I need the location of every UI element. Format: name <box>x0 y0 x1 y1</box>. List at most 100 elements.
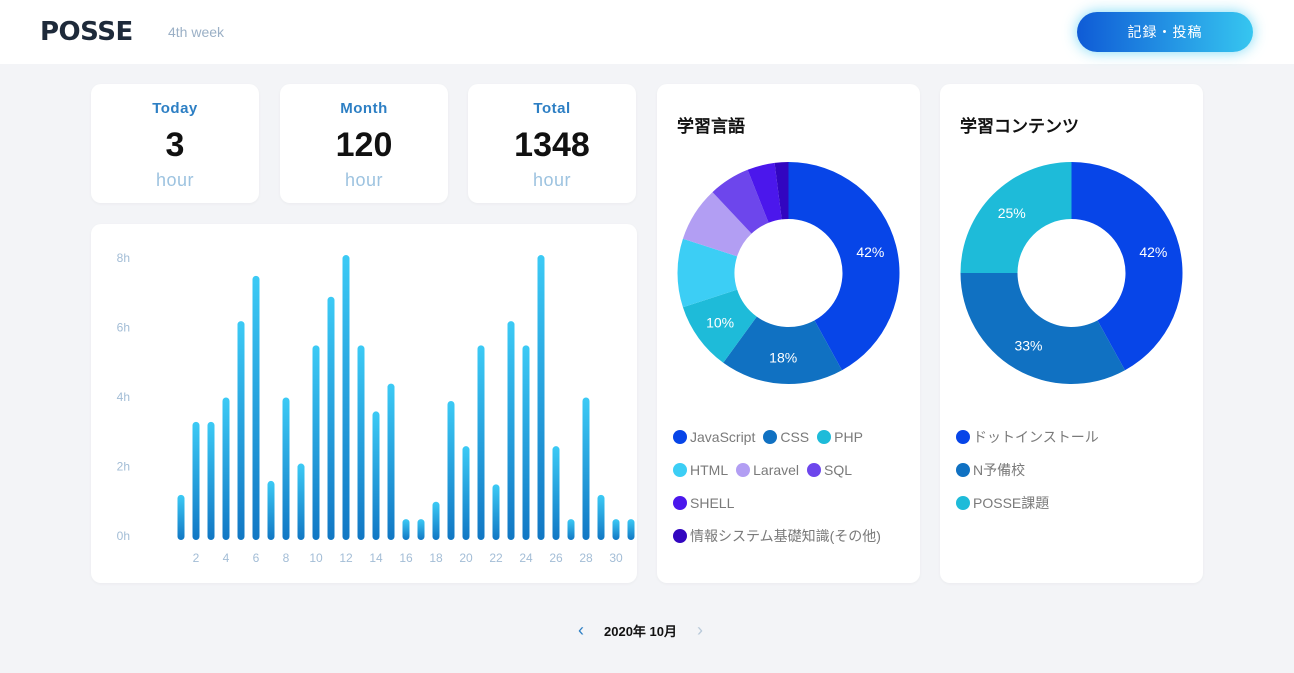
chart-bar <box>402 519 410 540</box>
y-tick-label: 8h <box>117 251 130 265</box>
month-navigation: ‹ 2020年 10月 › <box>578 620 703 641</box>
header: POSSE 4th week 記録・投稿 <box>0 0 1294 64</box>
chart-bar <box>462 446 470 540</box>
x-tick-label: 6 <box>253 551 260 565</box>
chart-bar <box>282 397 290 540</box>
chart-bar <box>582 397 590 540</box>
languages-title: 学習言語 <box>677 117 745 136</box>
chart-bar <box>447 401 455 540</box>
stat-card-total: Total 1348 hour <box>468 84 636 203</box>
x-tick-label: 18 <box>429 551 443 565</box>
legend-item: HTML <box>673 453 728 486</box>
chart-bar <box>297 463 305 540</box>
next-month-icon[interactable]: › <box>697 620 703 640</box>
legend-label: N予備校 <box>973 461 1026 478</box>
legend-label: POSSE課題 <box>973 494 1050 511</box>
stat-card-month: Month 120 hour <box>280 84 448 203</box>
donut-slice <box>712 169 769 234</box>
stat-card-today: Today 3 hour <box>91 84 259 203</box>
legend-item: JavaScript <box>673 420 755 453</box>
contents-legend: ドットインストール N予備校 POSSE課題 <box>956 420 1196 519</box>
chart-bar <box>312 345 320 540</box>
legend-label: PHP <box>834 428 863 445</box>
legend-item: POSSE課題 <box>956 486 1188 519</box>
legend-dot-icon <box>673 462 687 477</box>
x-tick-label: 20 <box>459 551 473 565</box>
slice-percent-label: 42% <box>856 244 884 260</box>
donut-slice <box>677 238 738 308</box>
legend-label: CSS <box>780 428 810 445</box>
x-tick-label: 30 <box>609 551 623 565</box>
chart-bar <box>357 345 365 540</box>
chart-bar <box>537 255 545 541</box>
chart-bar <box>207 421 215 540</box>
stat-label: Month <box>340 100 388 117</box>
y-tick-label: 2h <box>117 460 130 474</box>
legend-dot-icon <box>736 462 751 477</box>
legend-label: SQL <box>824 461 853 478</box>
stat-value: 1348 <box>514 126 590 164</box>
x-tick-label: 26 <box>549 551 563 565</box>
donut-slice <box>1071 162 1183 371</box>
contents-title: 学習コンテンツ <box>960 117 1079 136</box>
stat-value: 120 <box>335 126 393 164</box>
donut-slice <box>788 162 900 371</box>
x-tick-label: 14 <box>369 551 383 565</box>
stat-value: 3 <box>165 126 185 164</box>
legend-item: Laravel <box>736 453 799 486</box>
x-tick-label: 10 <box>309 551 323 565</box>
posse-logo[interactable]: POSSE <box>40 17 133 47</box>
chart-bar <box>477 345 485 540</box>
languages-legend: JavaScript CSS PHP HTML Laravel SQL SHELL 情報システ… <box>673 420 913 552</box>
x-tick-label: 8 <box>283 551 290 565</box>
x-tick-label: 12 <box>339 551 353 565</box>
chart-bar <box>507 321 515 540</box>
chart-bar <box>627 519 635 540</box>
legend-item: PHP <box>817 420 863 453</box>
legend-item: CSS <box>763 420 809 453</box>
legend-dot-icon <box>817 429 832 444</box>
x-tick-label: 28 <box>579 551 593 565</box>
chart-bar <box>177 494 185 540</box>
chart-bar <box>567 519 575 540</box>
stat-label: Today <box>152 100 198 117</box>
chart-bar <box>252 275 260 540</box>
x-tick-label: 2 <box>193 551 200 565</box>
languages-card: 学習言語 42% 18% 10% JavaScript CSS PHP HTML Larav… <box>657 84 920 583</box>
donut-slice <box>774 162 789 220</box>
legend-label: Laravel <box>753 461 800 478</box>
x-tick-label: 4 <box>223 551 230 565</box>
prev-month-icon[interactable]: ‹ <box>578 620 584 640</box>
chart-bar <box>192 421 200 540</box>
stat-unit: hour <box>155 170 195 190</box>
donut-slice <box>960 273 1125 384</box>
languages-donut-chart: 42% 18% 10% <box>677 162 900 384</box>
donut-slice <box>682 289 757 363</box>
chart-bar <box>237 321 245 540</box>
chart-bar <box>522 345 530 540</box>
chart-bar <box>597 494 605 540</box>
stat-unit: hour <box>344 170 384 190</box>
legend-dot-icon <box>956 462 970 477</box>
legend-item: SHELL <box>673 486 734 519</box>
chart-bar <box>372 411 380 540</box>
chart-bar <box>612 519 620 540</box>
legend-dot-icon <box>673 495 687 510</box>
chart-bar <box>387 383 395 540</box>
chart-bar <box>552 446 560 540</box>
x-tick-label: 24 <box>519 551 533 565</box>
donut-slice <box>682 192 752 257</box>
y-tick-label: 6h <box>117 321 130 335</box>
week-label: 4th week <box>168 24 225 40</box>
legend-item: SQL <box>807 453 852 486</box>
stat-label: Total <box>533 100 571 117</box>
legend-dot-icon <box>673 528 687 543</box>
legend-dot-icon <box>956 429 970 444</box>
contents-donut-chart: 42% 33% 25% <box>960 162 1183 384</box>
donut-slice <box>960 162 1072 273</box>
y-tick-label: 4h <box>117 390 130 404</box>
post-record-button[interactable]: 記録・投稿 <box>1077 12 1253 52</box>
legend-dot-icon <box>956 495 970 510</box>
contents-card: 学習コンテンツ 42% 33% 25% ドットインストール N予備校 POSSE課題 <box>940 84 1203 583</box>
